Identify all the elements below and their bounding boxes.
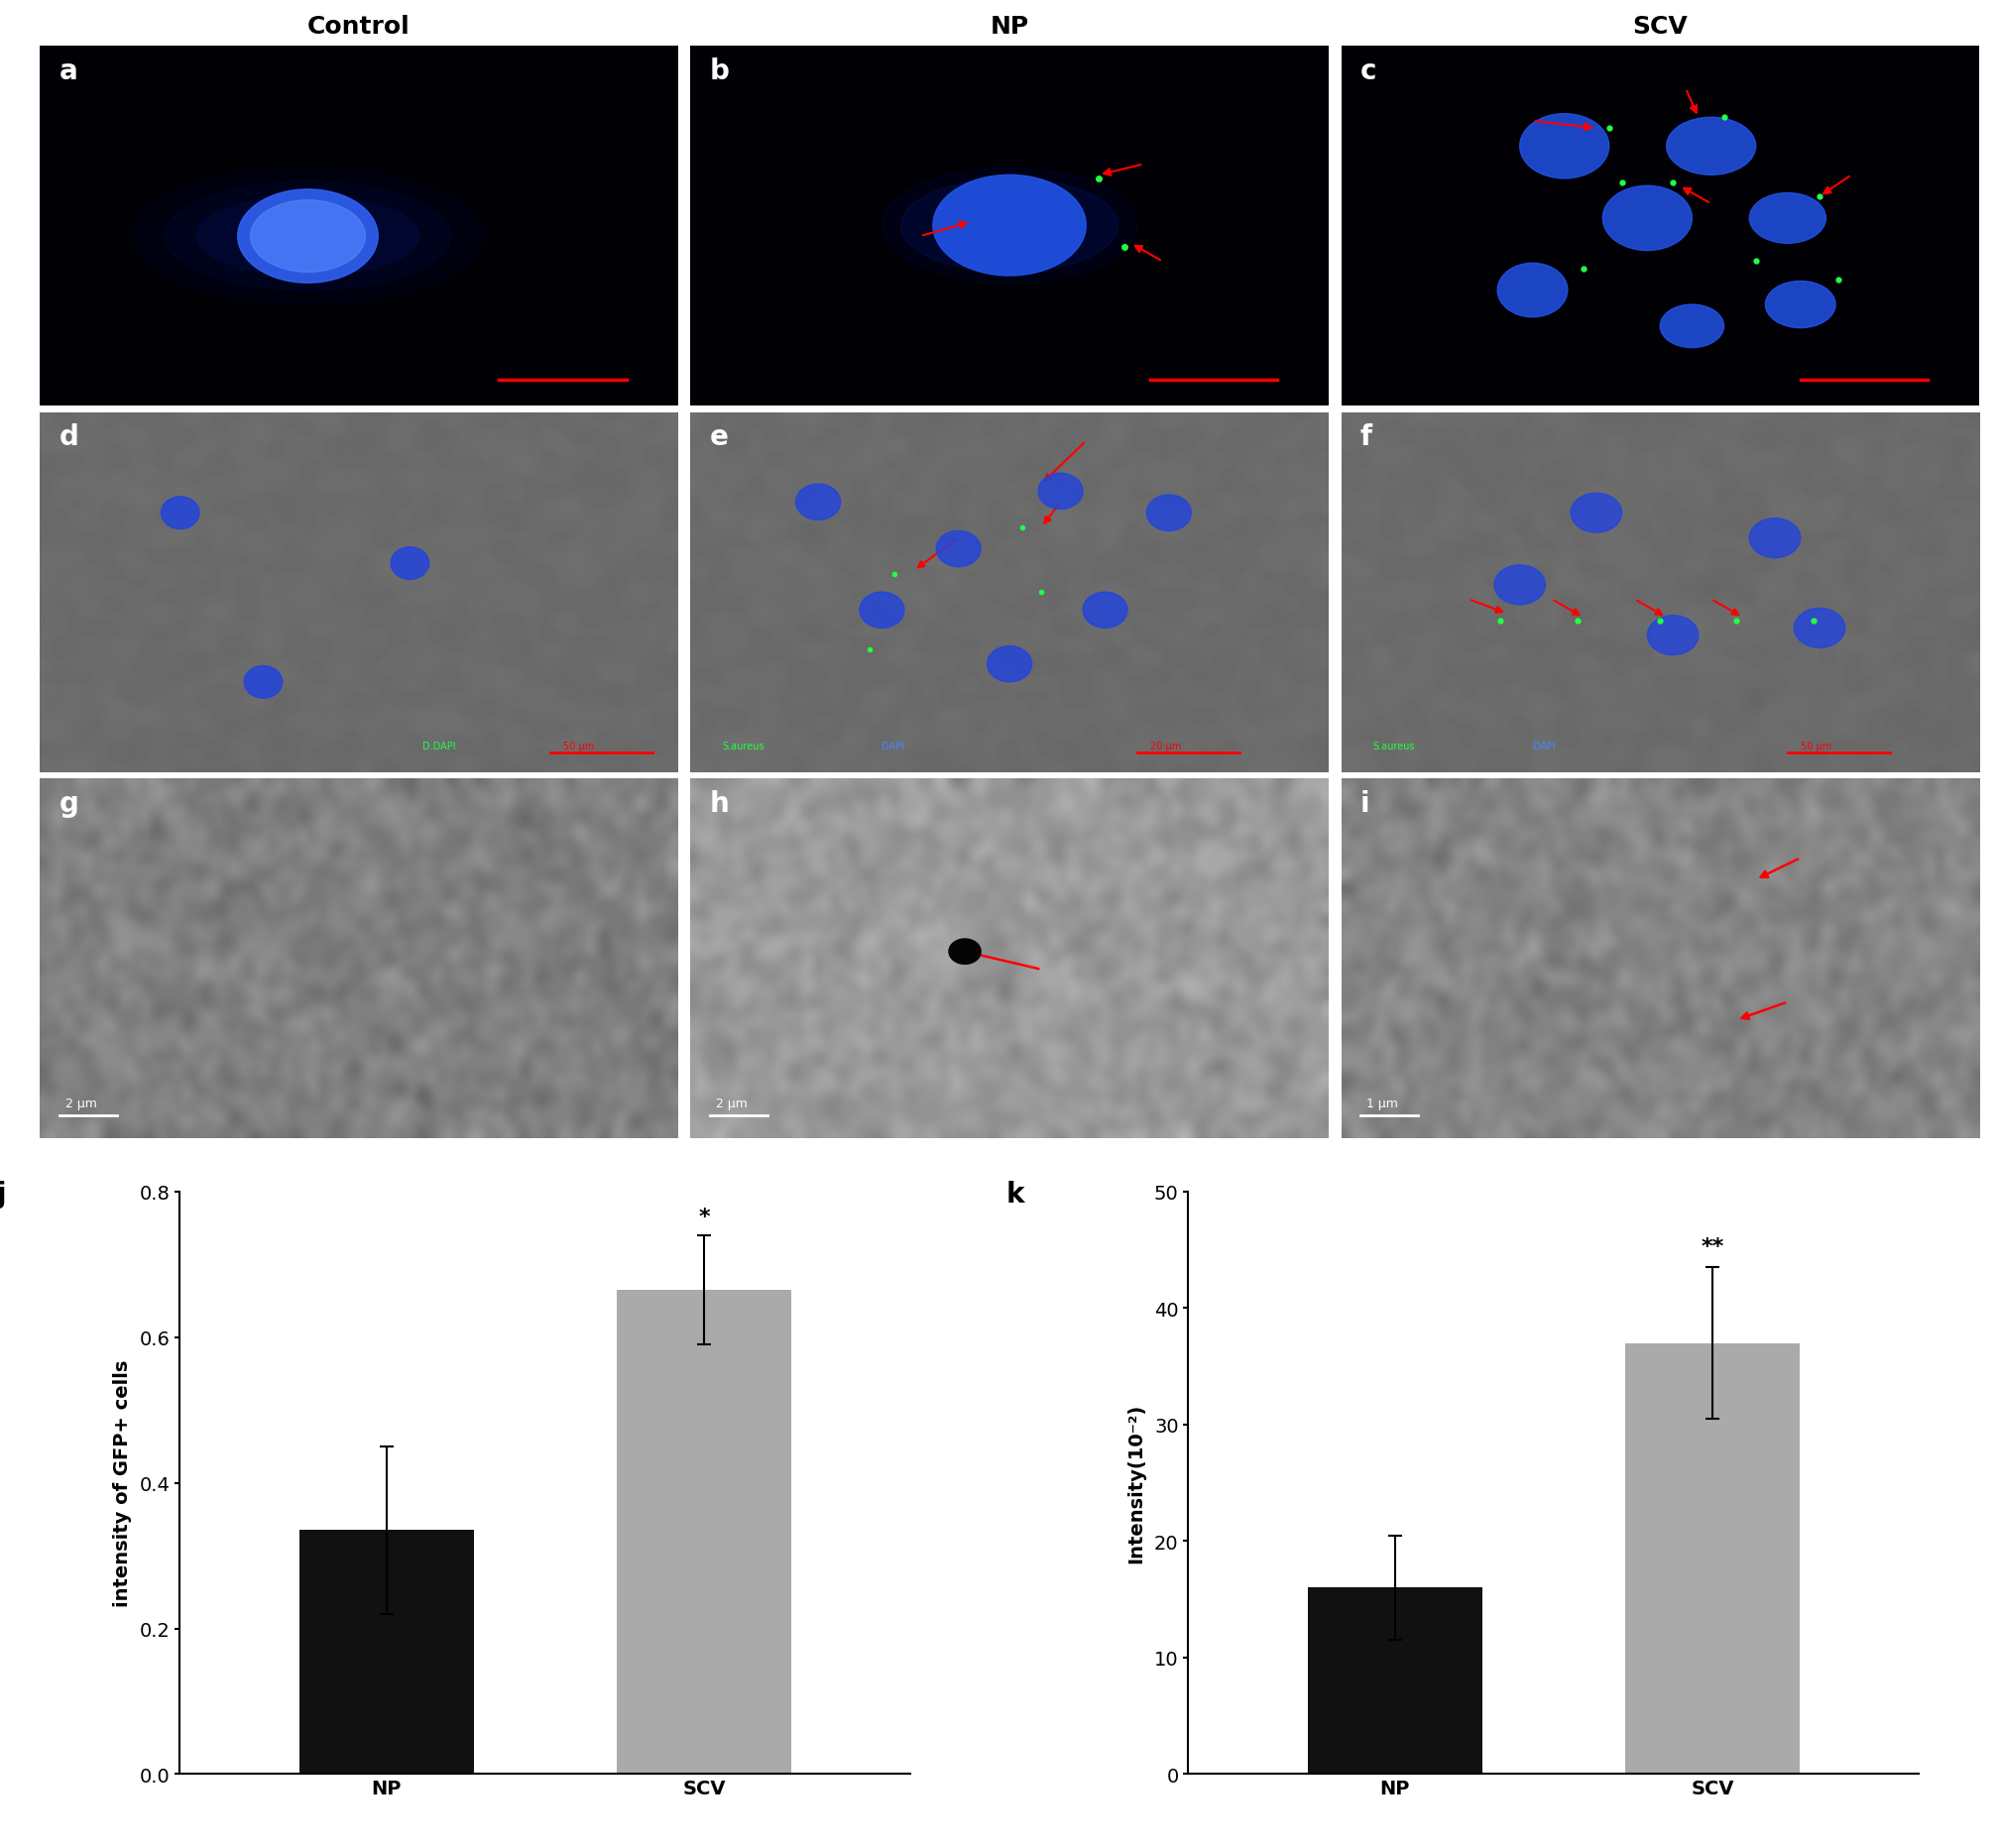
Ellipse shape: [164, 183, 452, 290]
Ellipse shape: [196, 198, 420, 277]
Text: j: j: [0, 1181, 6, 1209]
Ellipse shape: [244, 667, 282, 699]
Ellipse shape: [1519, 115, 1609, 179]
Ellipse shape: [1659, 305, 1723, 349]
Text: k: k: [1005, 1181, 1023, 1209]
Y-axis label: Intensity(10⁻²): Intensity(10⁻²): [1127, 1403, 1145, 1563]
Ellipse shape: [1497, 264, 1567, 318]
Y-axis label: intensity of GFP+ cells: intensity of GFP+ cells: [112, 1360, 132, 1606]
Ellipse shape: [860, 593, 904, 628]
Ellipse shape: [988, 647, 1031, 682]
Text: S.aureus: S.aureus: [1373, 741, 1415, 750]
Text: DAPI: DAPI: [1533, 741, 1555, 750]
Text: d: d: [60, 423, 78, 451]
Text: S.aureus: S.aureus: [722, 741, 764, 750]
Text: 20 μm: 20 μm: [1149, 741, 1181, 750]
Ellipse shape: [936, 532, 982, 567]
Text: 2 μm: 2 μm: [716, 1098, 748, 1111]
Ellipse shape: [950, 939, 982, 965]
Ellipse shape: [1037, 473, 1083, 510]
Text: SCV: SCV: [1633, 15, 1687, 39]
Ellipse shape: [390, 547, 430, 580]
Ellipse shape: [1571, 493, 1621, 534]
Ellipse shape: [882, 168, 1137, 283]
Text: 50 μm: 50 μm: [564, 741, 594, 750]
Ellipse shape: [1667, 118, 1755, 176]
Ellipse shape: [934, 176, 1085, 277]
Ellipse shape: [1765, 283, 1835, 329]
Ellipse shape: [250, 201, 366, 274]
Text: g: g: [60, 791, 78, 819]
Ellipse shape: [162, 497, 200, 530]
Text: e: e: [710, 423, 728, 451]
Ellipse shape: [1749, 194, 1825, 244]
Ellipse shape: [1493, 565, 1545, 604]
Ellipse shape: [1147, 495, 1191, 532]
Text: h: h: [710, 791, 730, 819]
Text: NP: NP: [990, 15, 1029, 39]
Ellipse shape: [796, 484, 840, 521]
Ellipse shape: [1647, 615, 1699, 656]
Ellipse shape: [1083, 593, 1127, 628]
Ellipse shape: [1793, 608, 1845, 649]
Text: c: c: [1359, 57, 1377, 85]
Bar: [618, 1290, 792, 1774]
Bar: [1625, 1343, 1799, 1774]
Text: 2 μm: 2 μm: [66, 1098, 98, 1111]
Text: D.DAPI: D.DAPI: [422, 741, 456, 750]
Text: **: **: [1701, 1236, 1723, 1257]
Text: *: *: [698, 1207, 710, 1227]
Text: i: i: [1359, 791, 1369, 819]
Text: Control: Control: [308, 15, 410, 39]
Text: b: b: [710, 57, 730, 85]
Text: 1 μm: 1 μm: [1367, 1098, 1397, 1111]
Text: 50 μm: 50 μm: [1801, 741, 1831, 750]
Bar: [300, 1530, 474, 1774]
Text: a: a: [60, 57, 78, 85]
Text: DAPI: DAPI: [882, 741, 906, 750]
Ellipse shape: [1749, 519, 1801, 558]
Ellipse shape: [238, 190, 378, 283]
Ellipse shape: [1603, 187, 1691, 251]
Ellipse shape: [902, 179, 1117, 274]
Bar: [1307, 1587, 1481, 1774]
Text: f: f: [1359, 423, 1373, 451]
